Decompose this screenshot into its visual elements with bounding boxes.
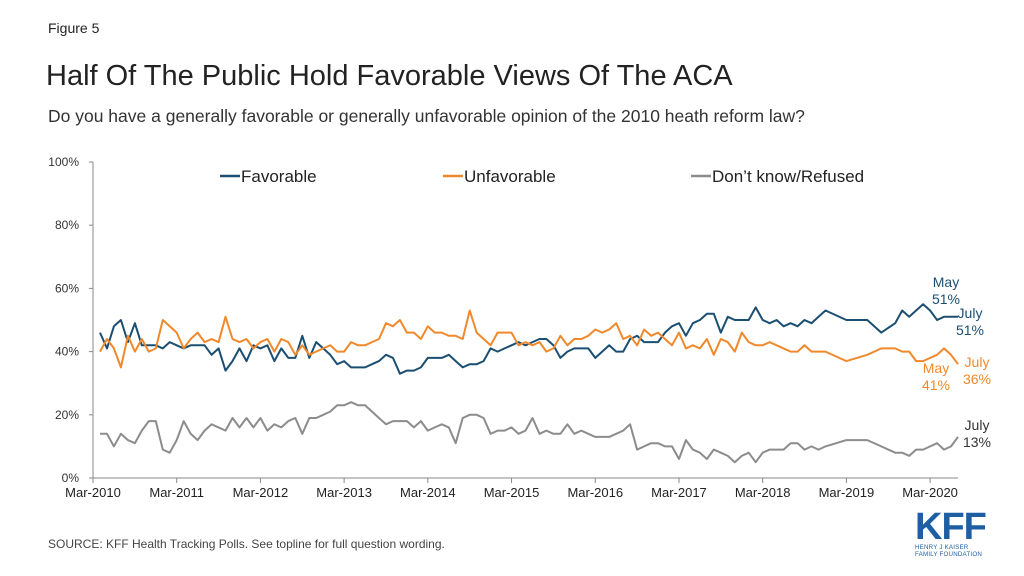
chart-axes: 0% 20% 40% 60% 80% 100% Mar-2010 Mar-2011 Mar-20…: [48, 155, 958, 500]
annotation-value-favorable-may: 51%: [932, 291, 960, 307]
x-tick-label: Mar-2012: [233, 485, 289, 500]
x-tick-label: Mar-2018: [735, 485, 791, 500]
y-tick-label: 20%: [55, 408, 79, 422]
annotation-label-unfavorable-july: July: [965, 354, 990, 370]
annotation-value-unfavorable-may: 41%: [922, 377, 950, 393]
y-tick-label: 80%: [55, 218, 79, 232]
annotation-label-favorable-may: May: [933, 274, 959, 290]
annotation-value-dont-know-july: 13%: [963, 434, 991, 450]
x-tick-label: Mar-2011: [149, 485, 204, 500]
annotation-value-favorable-july: 51%: [956, 322, 984, 338]
series-line-dont-know: [100, 401, 959, 464]
logo-subtext: HENRY J KAISER FAMILY FOUNDATION: [915, 544, 982, 558]
legend-label-dont-know: Don’t know/Refused: [712, 167, 864, 186]
x-tick-label: Mar-2020: [902, 485, 958, 500]
chart-legend: Favorable Unfavorable Don’t know/Refused: [220, 167, 864, 186]
annotation-label-unfavorable-may: May: [923, 360, 949, 376]
legend-label-favorable: Favorable: [241, 167, 317, 186]
x-tick-label: Mar-2010: [65, 485, 121, 500]
x-tick-label: Mar-2013: [316, 485, 372, 500]
chart-lines: [99, 303, 959, 464]
x-tick-label: Mar-2014: [400, 485, 456, 500]
y-tick-label: 100%: [48, 155, 79, 169]
x-tick-label: Mar-2017: [651, 485, 707, 500]
chart-title: Half Of The Public Hold Favorable Views …: [46, 60, 733, 92]
figure-label: Figure 5: [48, 20, 100, 36]
series-line-unfavorable: [99, 309, 959, 369]
x-tick-label: Mar-2015: [484, 485, 540, 500]
source-note: SOURCE: KFF Health Tracking Polls. See t…: [48, 537, 445, 551]
legend-label-unfavorable: Unfavorable: [464, 167, 556, 186]
annotation-label-favorable-july: July: [958, 305, 983, 321]
x-tick-label: Mar-2016: [567, 485, 623, 500]
y-tick-label: 0%: [62, 471, 80, 485]
annotation-label-dont-know-july: July: [965, 417, 990, 433]
series-line-favorable: [99, 303, 958, 375]
chart-subtitle: Do you have a generally favorable or gen…: [48, 106, 805, 126]
kff-logo: KFF HENRY J KAISER FAMILY FOUNDATION: [915, 506, 989, 558]
logo-text: KFF: [915, 506, 987, 548]
x-tick-label: Mar-2019: [819, 485, 875, 500]
y-tick-label: 40%: [55, 345, 79, 359]
y-tick-label: 60%: [55, 281, 79, 295]
annotation-value-unfavorable-july: 36%: [963, 371, 991, 387]
